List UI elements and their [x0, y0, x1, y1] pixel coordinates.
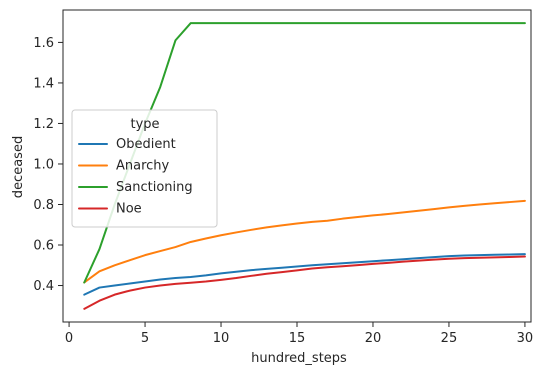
x-axis-label: hundred_steps	[251, 351, 347, 366]
x-tick-label: 5	[141, 331, 149, 346]
legend-box	[71, 109, 218, 228]
y-tick-label: 1.0	[33, 157, 54, 172]
axes: 0 5 10 15 20 25 30 0.4 0.6 0.8 1.0 1.2 1.4 1.6	[33, 9, 533, 346]
legend-label-noe: Noe	[116, 202, 142, 217]
legend-label-obedient: Obedient	[116, 137, 176, 152]
series-lines	[83, 22, 526, 310]
y-axis-label: deceased	[11, 136, 26, 198]
x-tick-label: 0	[65, 331, 73, 346]
y-tick-label: 0.8	[33, 198, 54, 213]
legend-label-sanctioning: Sanctioning	[116, 180, 193, 195]
series-line-anarchy	[83, 199, 526, 284]
y-tick-label: 1.2	[33, 117, 54, 132]
y-tick-label: 1.6	[33, 36, 54, 51]
y-tick-label: 0.4	[33, 279, 54, 294]
y-tick-label: 1.4	[33, 76, 54, 91]
legend-label-anarchy: Anarchy	[116, 159, 170, 174]
series-line-noe	[83, 255, 526, 310]
x-tick-label: 20	[365, 331, 382, 346]
x-tick-label: 30	[517, 331, 533, 346]
x-tick-label: 15	[289, 331, 306, 346]
legend: type Obedient Anarchy Sanctioning Noe	[71, 109, 218, 228]
series-line-sanctioning	[83, 22, 526, 284]
series-line-obedient	[83, 253, 526, 296]
legend-title: type	[130, 117, 159, 132]
y-tick-label: 0.6	[33, 239, 54, 254]
x-tick-label: 25	[441, 331, 458, 346]
x-tick-label: 10	[213, 331, 230, 346]
